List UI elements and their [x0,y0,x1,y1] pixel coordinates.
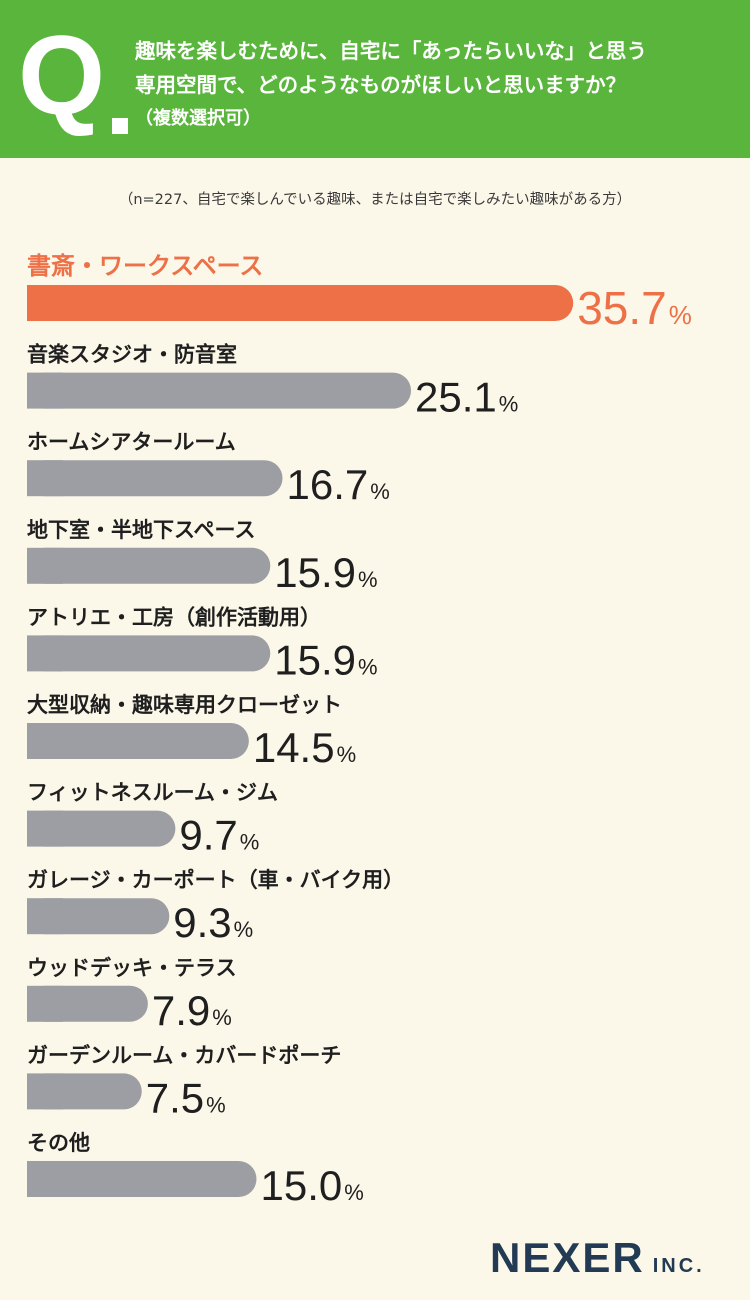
category-label: ホームシアタールーム [27,430,236,454]
bar-left-edge [27,460,63,497]
bar [27,285,574,321]
logo-sub-text: INC. [652,1255,705,1277]
question-line-1: 趣味を楽しむために、自宅に「あったらいいな」と思う [135,39,647,63]
bar [27,723,249,759]
category-label: ガレージ・カーポート（車・バイク用） [27,868,404,892]
percent-unit: % [344,1180,364,1205]
category-label: その他 [27,1131,90,1155]
q-letter: Q [18,13,106,138]
category-label: 書斎・ワークスペース [27,252,263,280]
percent-unit: % [206,1092,226,1117]
question-line-2: 専用空間で、どのようなものがほしいと思いますか？ [135,73,627,97]
logo-main-text: NEXER [490,1234,645,1281]
value-label: 25.1 [415,374,497,421]
value-label: 15.9 [274,636,356,683]
question-header: Q 趣味を楽しむために、自宅に「あったらいいな」と思う 専用空間で、どのようなも… [0,0,750,158]
bar-left-edge [27,1073,63,1110]
bar [27,1161,257,1197]
percent-unit: % [234,917,254,942]
value-label: 35.7 [577,282,667,334]
category-label: ウッドデッキ・テラス [27,956,237,980]
value-label: 9.3 [173,899,231,946]
percent-unit: % [669,300,692,330]
question-note: （複数選択可） [135,108,261,129]
bar-left-edge [27,723,63,759]
bar-left-edge [27,547,63,584]
value-label: 9.7 [179,812,237,859]
bar-left-edge [27,372,63,409]
percent-unit: % [499,392,519,417]
nexer-logo: NEXER INC. [490,1234,705,1282]
category-label: ガーデンルーム・カバードポーチ [27,1043,341,1067]
bar [27,547,271,584]
value-label: 15.0 [261,1162,343,1209]
percent-unit: % [370,479,390,504]
value-label: 7.9 [152,987,210,1034]
category-label: 音楽スタジオ・防音室 [27,343,237,367]
bar-left-edge [27,810,63,847]
q-dot [112,118,128,134]
question-text: 趣味を楽しむために、自宅に「あったらいいな」と思う 専用空間で、どのようなものが… [135,34,735,136]
bar [27,372,412,409]
value-label: 16.7 [287,461,369,508]
bar [27,460,283,497]
bar-left-edge [27,1161,63,1197]
category-label: アトリエ・工房（創作活動用） [27,605,321,629]
percent-unit: % [358,567,378,592]
category-label: 大型収納・趣味専用クローゼット [27,693,342,717]
category-label: フィットネスルーム・ジム [27,781,278,805]
bar-left-edge [27,985,63,1022]
category-label: 地下室・半地下スペース [27,518,255,542]
bar-left-edge [27,285,63,321]
bar-left-edge [27,635,63,672]
bar [27,635,271,672]
bar [27,810,176,847]
value-label: 7.5 [146,1074,204,1121]
percent-unit: % [212,1005,232,1030]
value-label: 14.5 [253,724,335,771]
percent-unit: % [240,830,260,855]
value-label: 15.9 [274,549,356,596]
percent-unit: % [358,654,378,679]
bar-left-edge [27,898,63,935]
percent-unit: % [337,742,357,767]
sample-note: （n=227、自宅で楽しんでいる趣味、または自宅で楽しみたい趣味がある方） [118,192,632,208]
